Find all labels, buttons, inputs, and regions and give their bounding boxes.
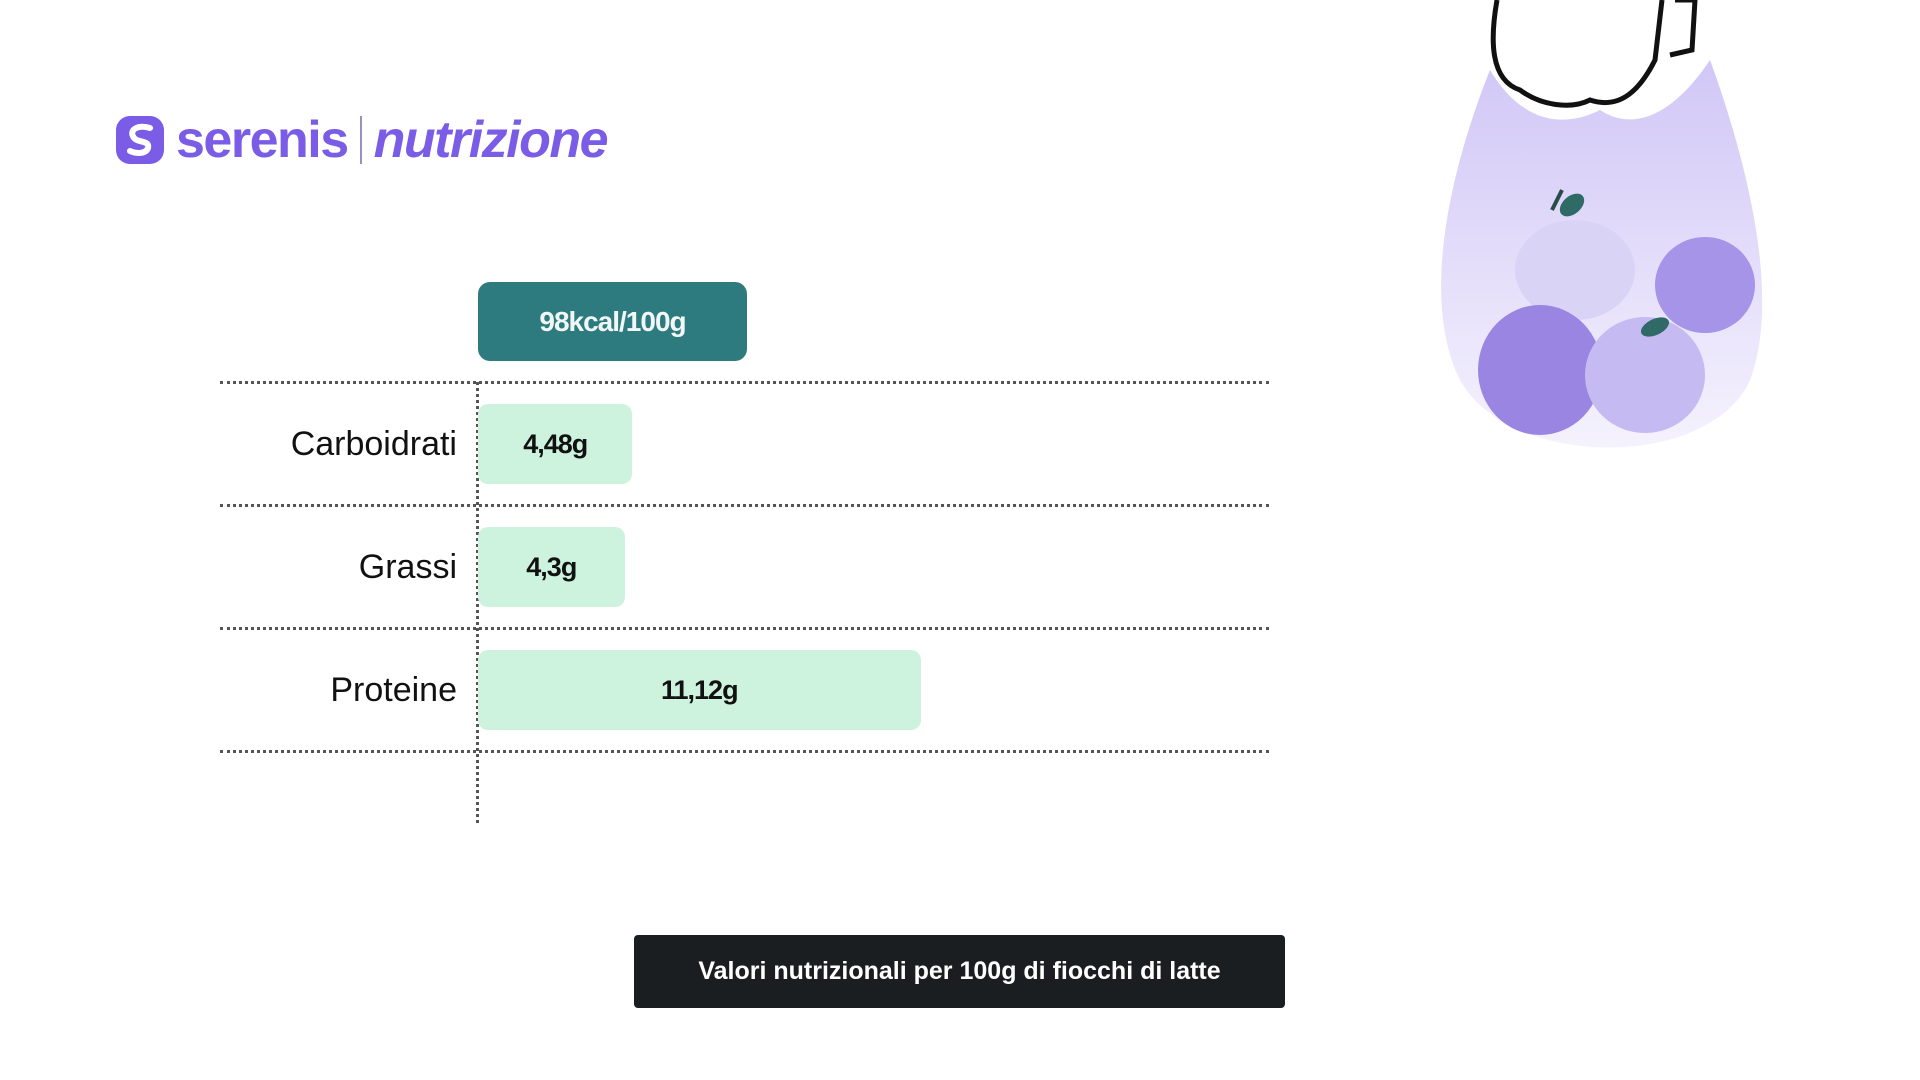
serenis-s-icon bbox=[116, 116, 164, 164]
grid-line bbox=[220, 504, 1269, 507]
logo-brand: serenis bbox=[176, 111, 349, 169]
grid-line bbox=[220, 750, 1269, 753]
grid-line bbox=[220, 381, 1269, 384]
category-label: Grassi bbox=[358, 547, 457, 586]
bar-grassi: 4,3g bbox=[478, 527, 625, 607]
kcal-badge: 98kcal/100g bbox=[478, 282, 747, 361]
bar-carboidrati: 4,48g bbox=[478, 404, 633, 484]
category-label: Carboidrati bbox=[290, 424, 457, 463]
bar-proteine: 11,12g bbox=[478, 650, 921, 730]
grid-line bbox=[220, 627, 1269, 630]
serenis-logo: serenis nutrizione bbox=[116, 108, 609, 172]
fruit-bag-illustration bbox=[1441, 0, 1763, 448]
caption: Valori nutrizionali per 100g di fiocchi … bbox=[634, 935, 1285, 1008]
logo-subtitle: nutrizione bbox=[373, 111, 609, 169]
category-label: Proteine bbox=[330, 670, 457, 709]
logo-divider bbox=[359, 116, 362, 164]
axis-line bbox=[476, 382, 479, 823]
